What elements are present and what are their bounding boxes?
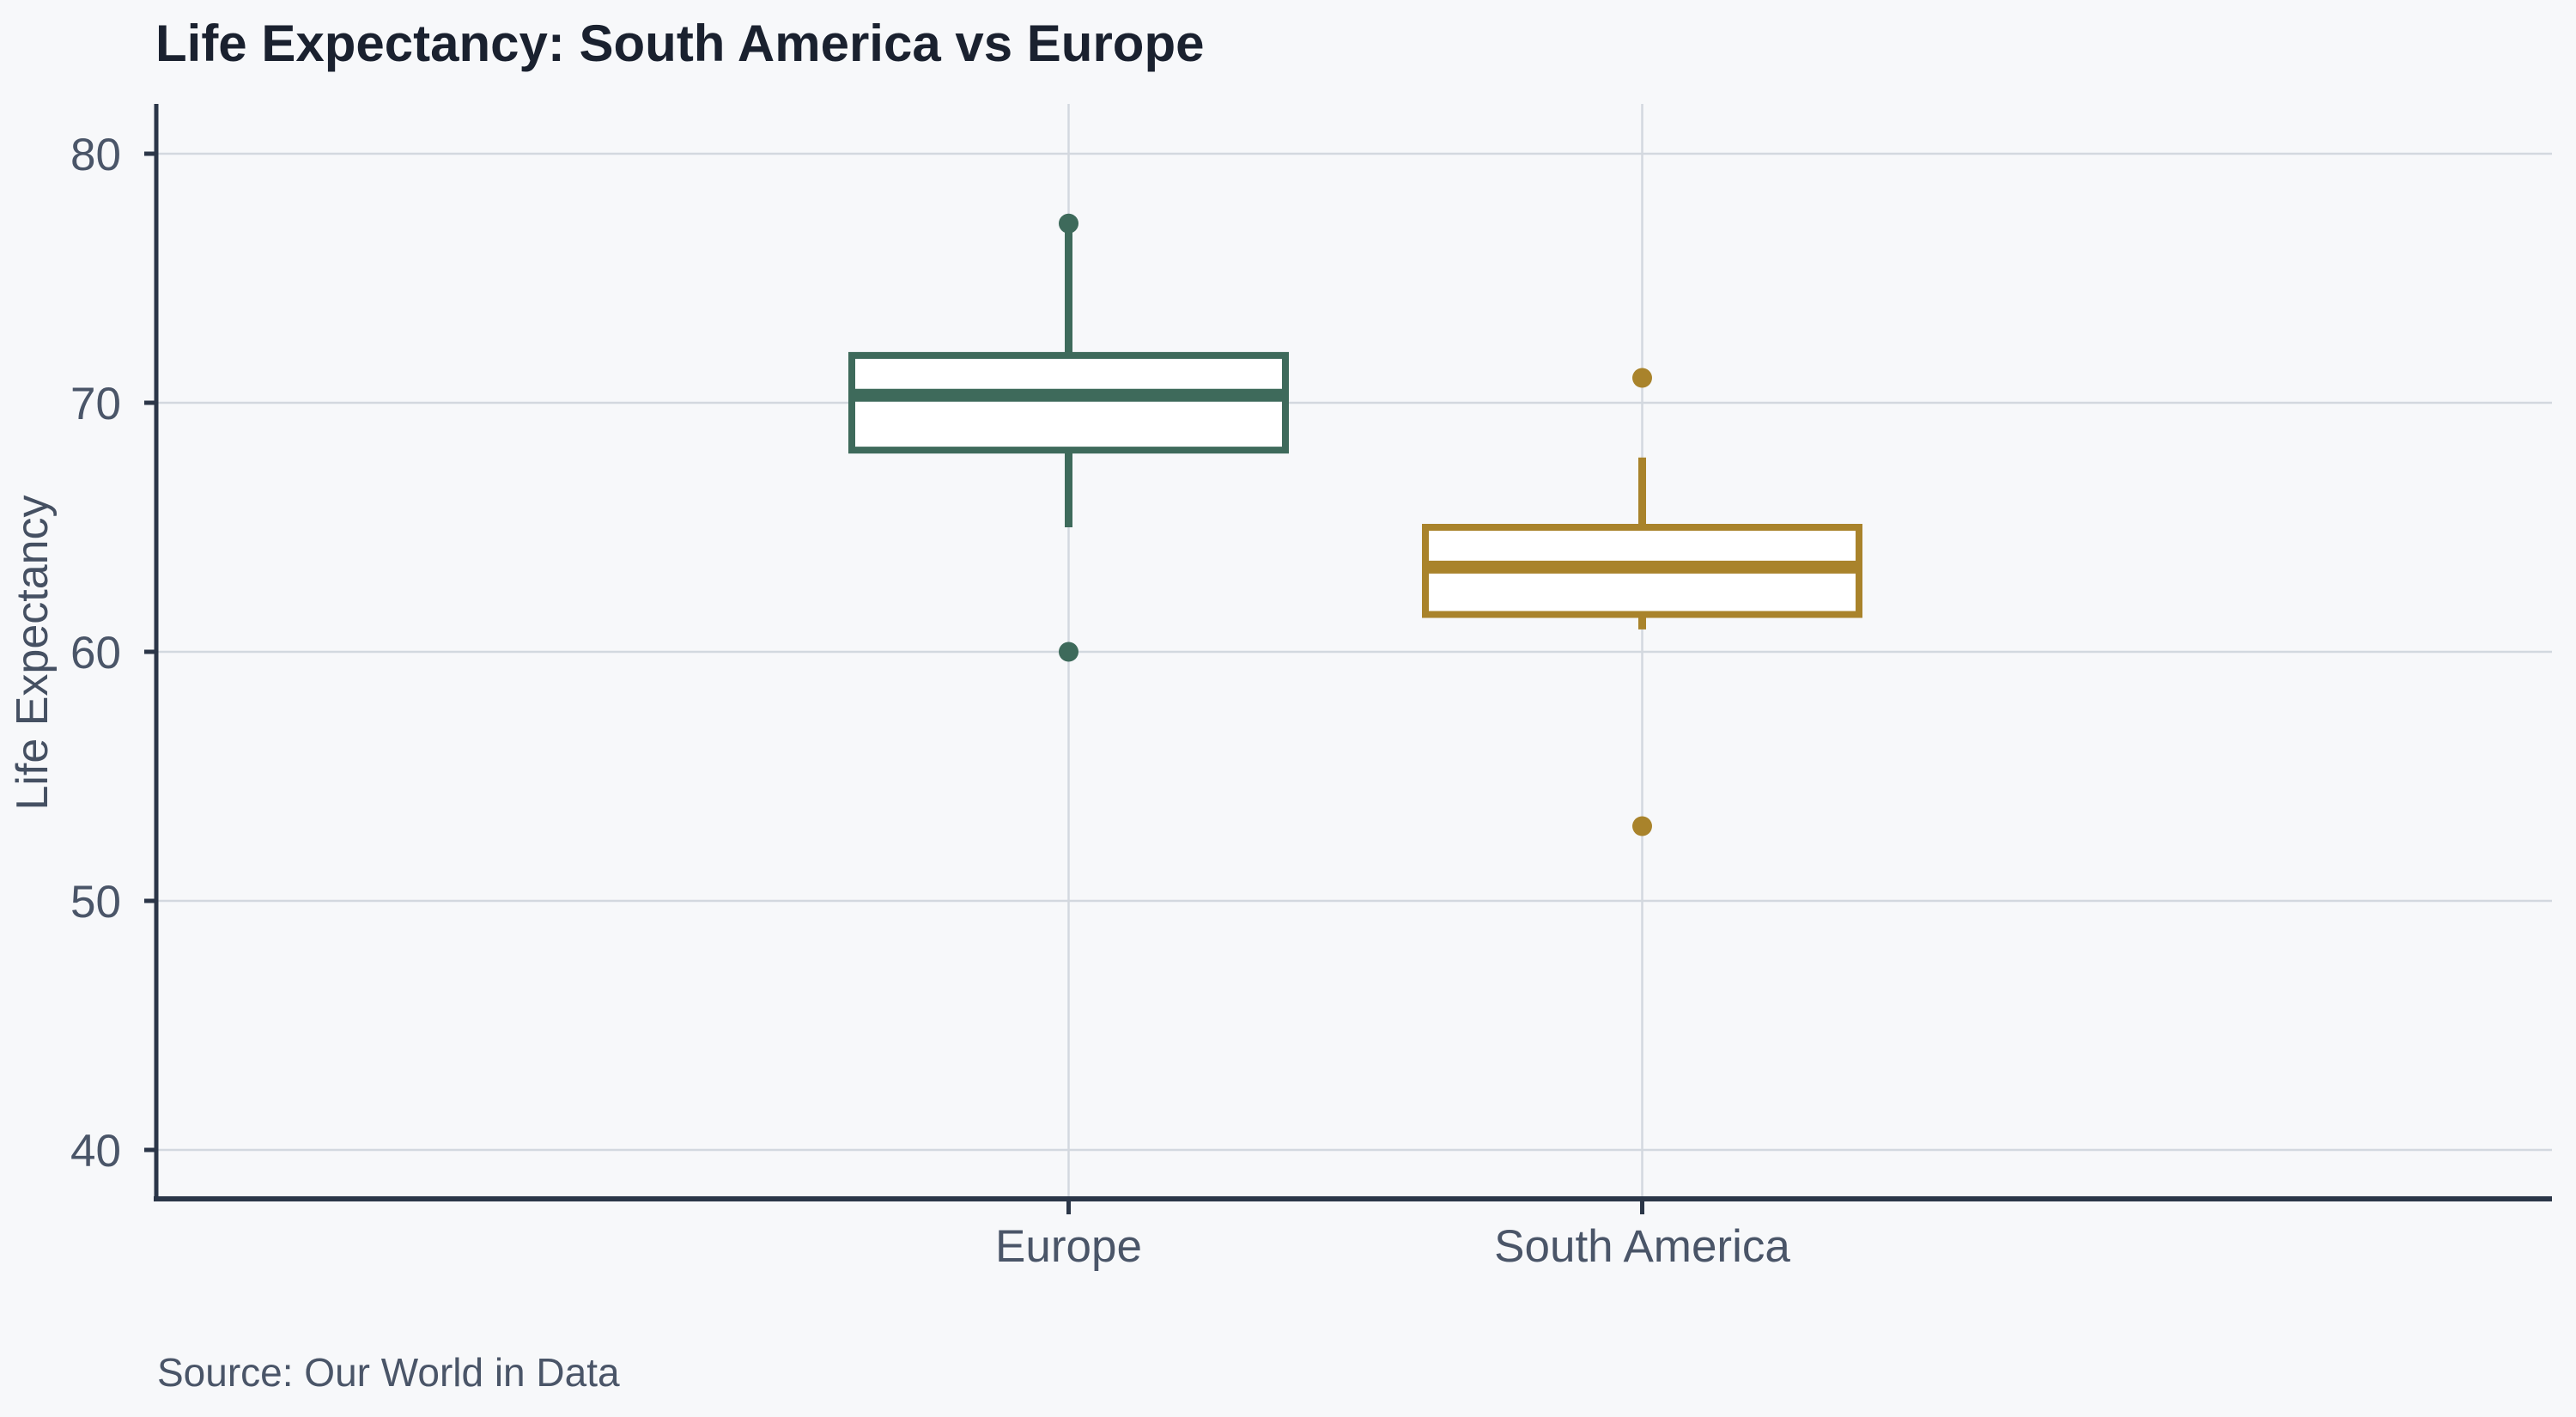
y-tick-label-40: 40 — [70, 1126, 121, 1177]
y-tick-label-70: 70 — [70, 379, 121, 429]
gridlines-layer — [156, 104, 2552, 1199]
labels-layer: 40 50 60 70 80 Europe South America Life Expect… — [8, 130, 1790, 1272]
outlier-dot-south-america-71 — [1632, 368, 1652, 388]
x-category-label-europe: Europe — [995, 1221, 1142, 1272]
x-category-label-south-america: South America — [1494, 1221, 1790, 1272]
outlier-dot-europe-77.2 — [1059, 213, 1078, 234]
outlier-dot-south-america-53 — [1632, 816, 1652, 836]
outlier-dot-europe-60 — [1059, 642, 1078, 662]
y-axis-title: Life Expectancy — [8, 495, 58, 810]
boxplot-europe — [848, 213, 1289, 662]
source-note: Source: Our World in Data — [157, 1350, 620, 1395]
y-tick-label-50: 50 — [70, 877, 121, 927]
iqr-box-europe — [848, 351, 1289, 454]
chart-title: Life Expectancy: South America vs Europe — [155, 15, 1205, 72]
y-tick-label-60: 60 — [70, 628, 121, 678]
boxplot-south-america — [1422, 368, 1862, 836]
boxes-layer — [848, 213, 1862, 836]
y-tick-label-80: 80 — [70, 130, 121, 180]
axes-layer — [144, 104, 2552, 1214]
